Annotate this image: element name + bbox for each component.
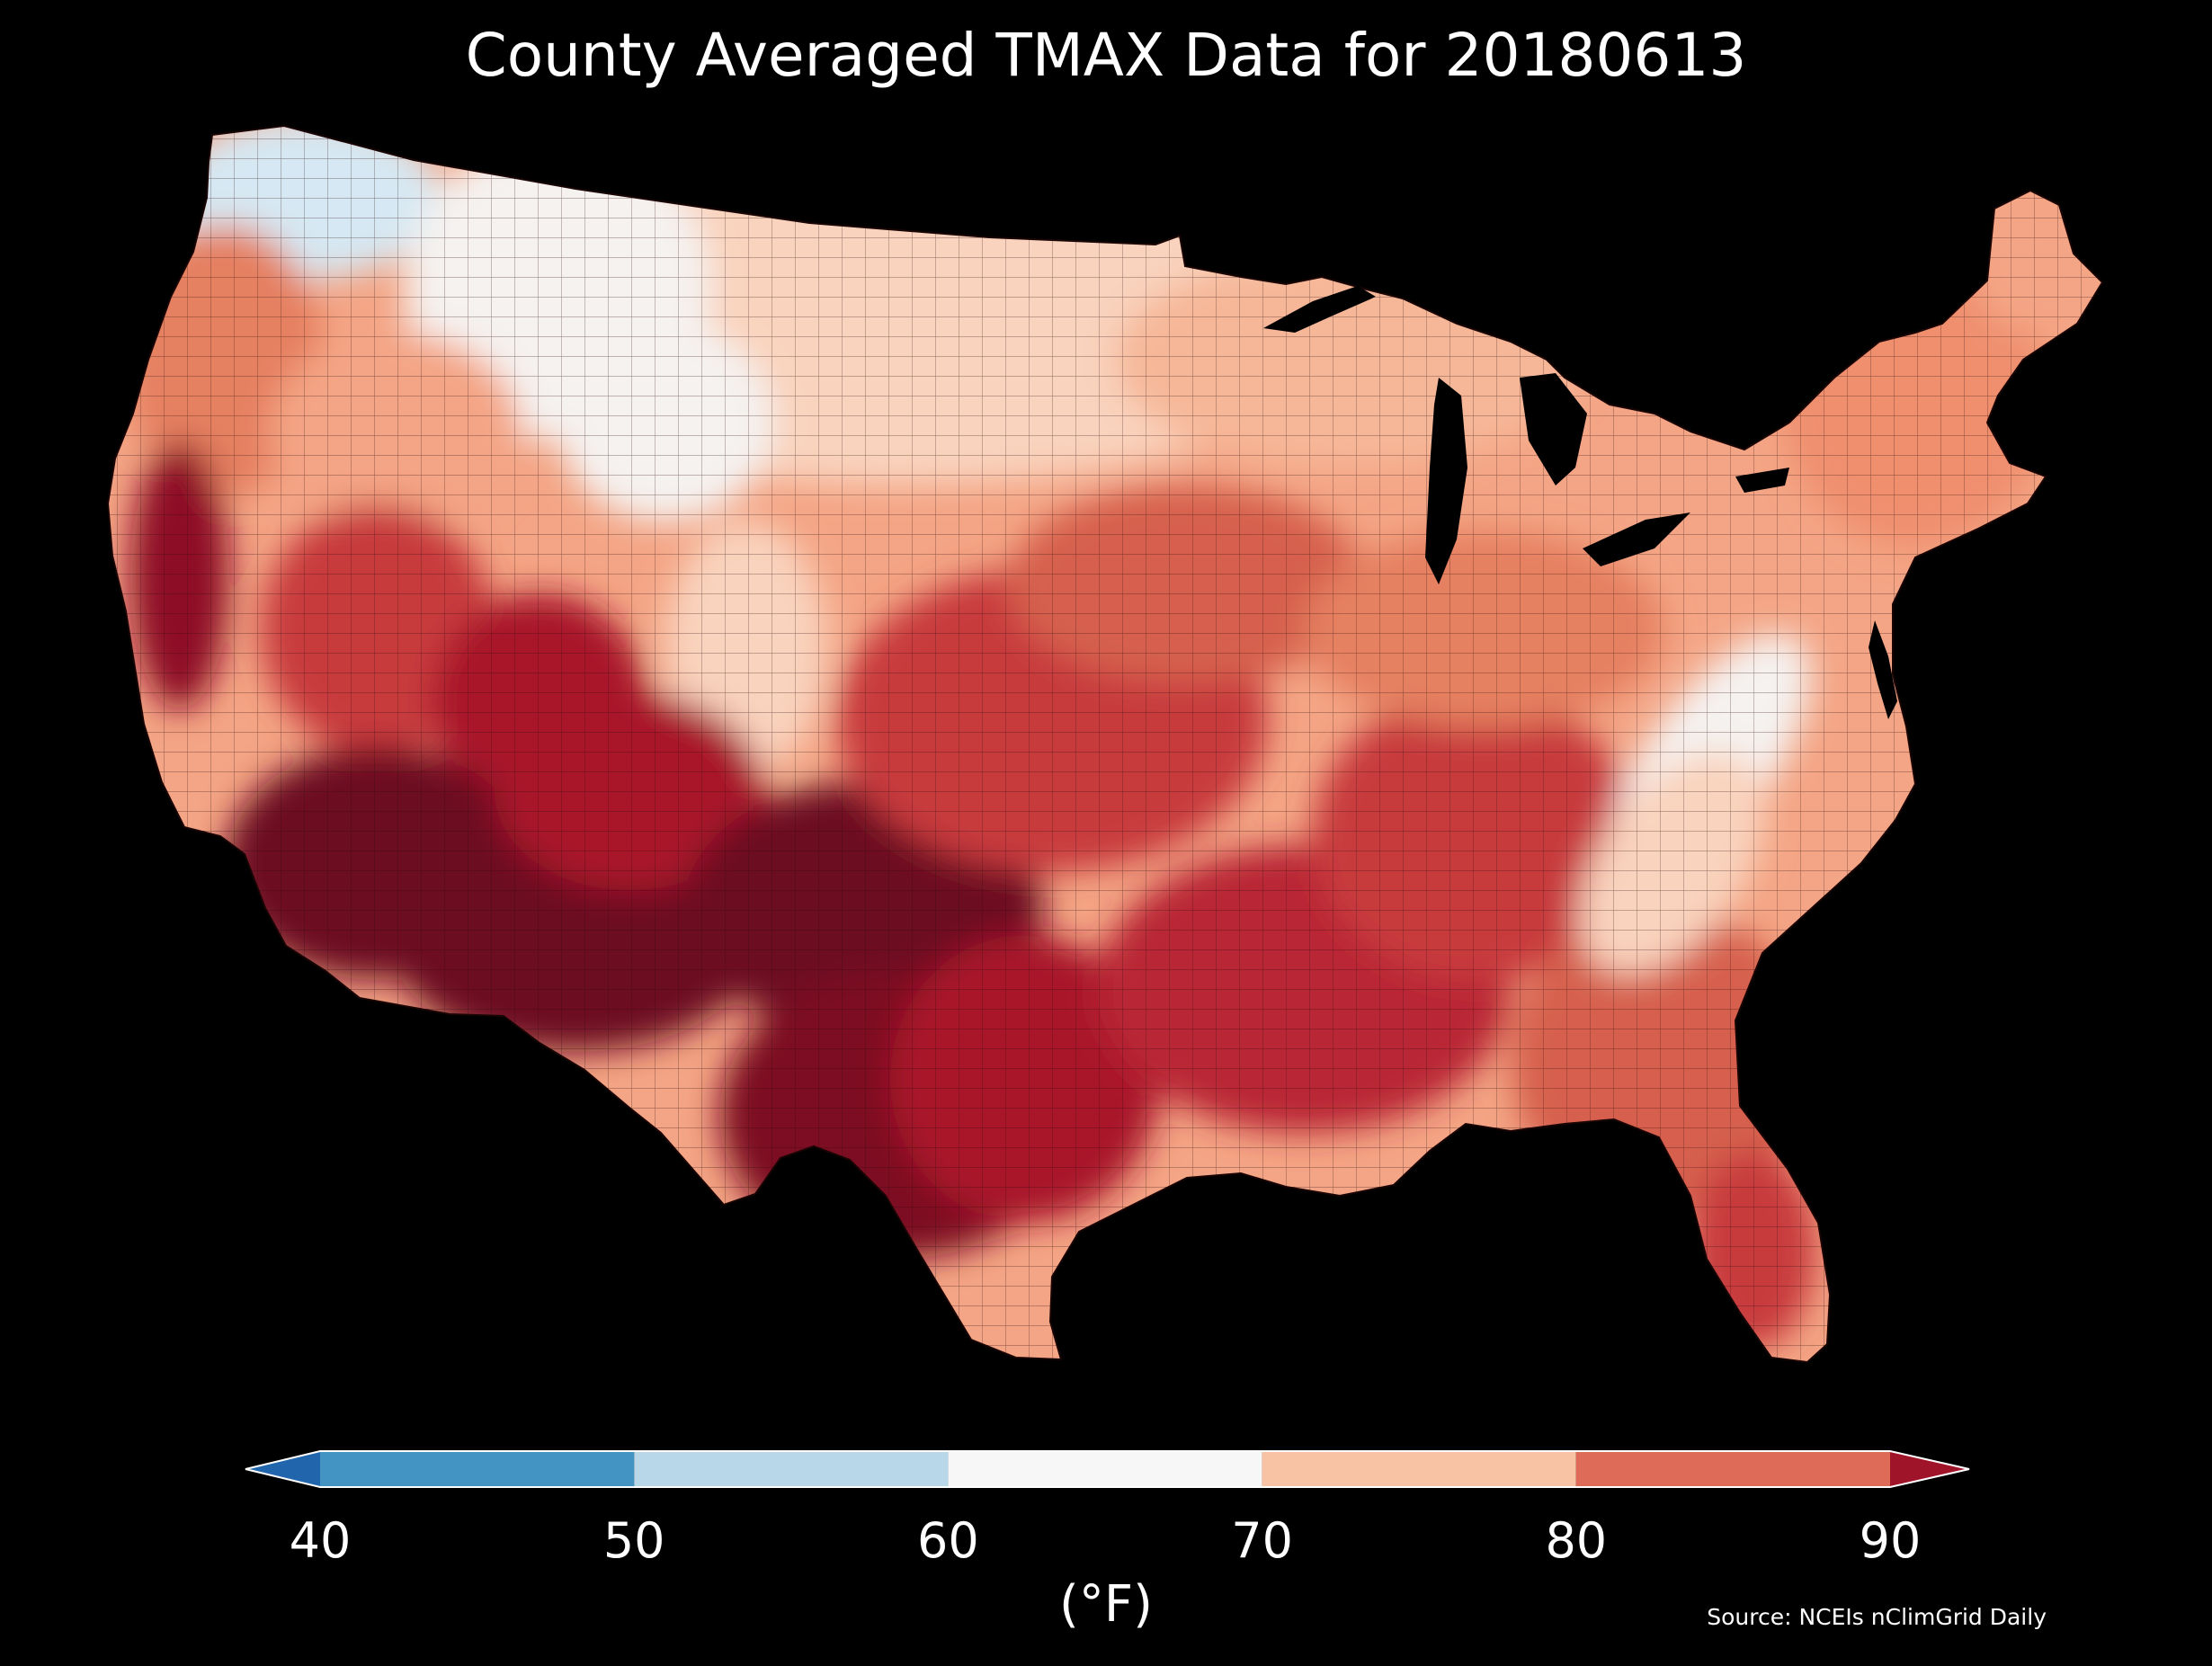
source-label: Source: NCEIs nClimGrid Daily: [1707, 1604, 2047, 1630]
colorbar-tick-70: 70: [1231, 1512, 1293, 1569]
colorbar-bin-80-90: [1575, 1451, 1890, 1487]
colorbar-tick-50: 50: [602, 1512, 665, 1569]
colorbar-bin-60-70: [948, 1451, 1262, 1487]
colorbar-over-arrow: [1890, 1451, 1969, 1487]
colorbar-tick-60: 60: [917, 1512, 979, 1569]
colorbar-outline: [245, 1450, 1970, 1488]
colorbar-bin-70-80: [1262, 1451, 1576, 1487]
great-lakes: [1263, 286, 1789, 584]
colorbar-unit-label: (°F): [1059, 1575, 1153, 1634]
colorbar-tick-90: 90: [1859, 1512, 1922, 1569]
colorbar-bin-40-50: [320, 1451, 635, 1487]
chesapeake-bay: [1869, 620, 1897, 719]
map-title: County Averaged TMAX Data for 20180613: [465, 21, 1747, 90]
colorbar-tick-40: 40: [289, 1512, 352, 1569]
colorbar-bin-50-60: [634, 1451, 949, 1487]
colorbar-tick-80: 80: [1545, 1512, 1608, 1569]
colorbar-under-arrow: [245, 1451, 320, 1487]
